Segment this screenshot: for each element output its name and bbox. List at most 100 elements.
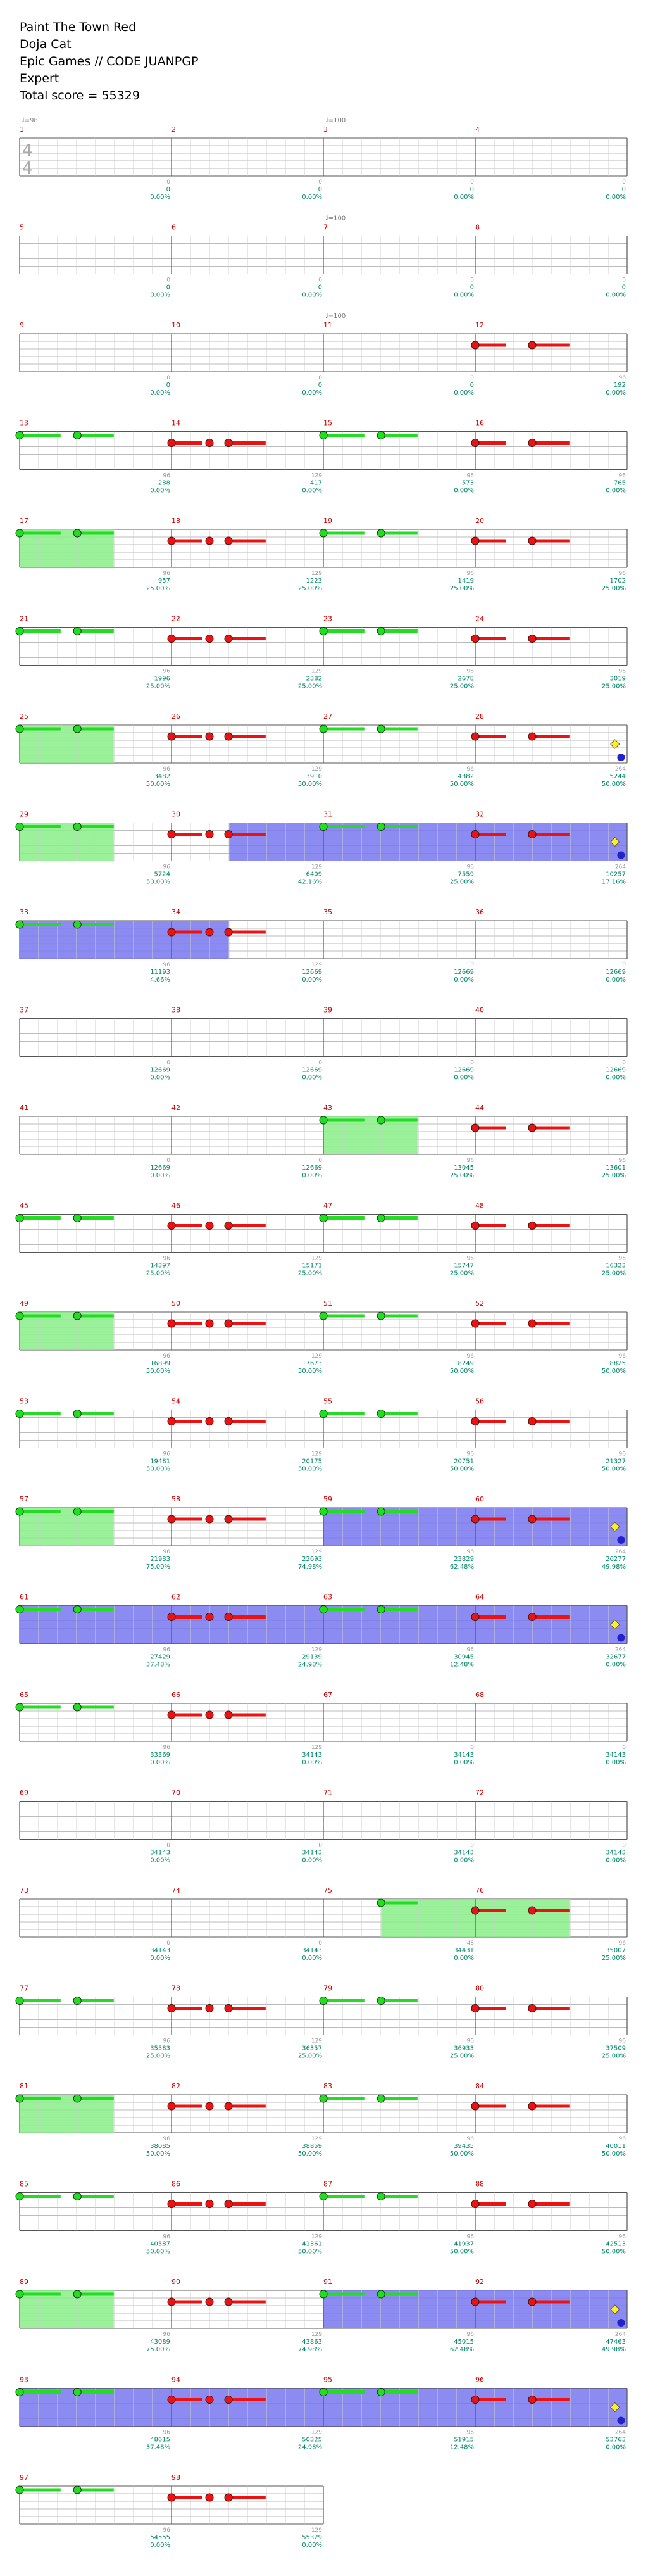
measure-note-count: 264 <box>615 2332 626 2338</box>
measure-note-count: 129 <box>311 2430 322 2436</box>
measure-score: 1223 <box>306 578 322 584</box>
note-red <box>205 1222 214 1230</box>
measure-score: 34143 <box>606 1752 626 1758</box>
measure-note-count: 0 <box>318 1060 322 1066</box>
measure-score: 51915 <box>454 2437 474 2444</box>
measure-score: 34143 <box>454 1850 474 1857</box>
measure-number: 84 <box>475 2082 484 2090</box>
note-green <box>15 1311 24 1320</box>
note-green <box>73 1703 82 1712</box>
measure-note-count: 96 <box>163 2527 171 2534</box>
note-green <box>15 823 24 831</box>
note-red <box>528 2200 537 2208</box>
measure-note-count: 96 <box>163 2136 171 2142</box>
note-green <box>377 431 385 439</box>
measure-score: 12669 <box>302 969 322 976</box>
measure-number: 39 <box>323 1006 332 1014</box>
note-yellow <box>610 1522 620 1532</box>
measure-number: 20 <box>475 517 484 525</box>
measure-percent: 25.00% <box>298 2053 322 2060</box>
measure-number: 92 <box>475 2278 484 2286</box>
solo-region <box>20 529 114 567</box>
staff-row <box>19 1898 628 1938</box>
total-score: Total score = 55329 <box>20 89 140 103</box>
measure-number: 10 <box>171 321 180 329</box>
solo-region <box>323 1116 418 1154</box>
note-green <box>377 1997 385 2005</box>
measure-note-count: 129 <box>311 2234 322 2240</box>
measure-note-count: 129 <box>311 864 322 871</box>
note-green <box>15 627 24 635</box>
measure-percent: 25.00% <box>602 585 626 592</box>
measure-note-count: 96 <box>467 571 475 577</box>
measure-percent: 0.00% <box>606 1857 626 1864</box>
note-red <box>528 2102 537 2111</box>
measure-score: 192 <box>614 382 626 389</box>
measure-note-count: 129 <box>311 2332 322 2338</box>
staff-row <box>15 1214 628 1253</box>
measure-percent: 0.00% <box>302 389 322 396</box>
measure-percent: 25.00% <box>298 585 322 592</box>
note-blue <box>617 2416 625 2425</box>
measure-note-count: 96 <box>619 1940 626 1947</box>
note-red <box>471 1319 480 1328</box>
measure-number: 41 <box>20 1104 28 1112</box>
measure-score: 10257 <box>606 871 626 878</box>
measure-number: 76 <box>475 1886 484 1895</box>
note-green <box>73 2388 82 2396</box>
measure-percent: 37.48% <box>146 2444 170 2451</box>
note-red <box>528 536 537 545</box>
measure-score: 2382 <box>306 676 322 683</box>
measure-number: 49 <box>20 1299 28 1308</box>
note-red <box>528 732 537 741</box>
measure-number: 35 <box>323 908 332 916</box>
measure-score: 12669 <box>454 1067 474 1074</box>
measure-score: 22693 <box>302 1556 322 1563</box>
measure-note-count: 0 <box>470 1060 474 1066</box>
measure-number: 24 <box>475 615 484 623</box>
measure-percent: 50.00% <box>602 2150 626 2157</box>
measure-percent: 50.00% <box>602 1368 626 1375</box>
measure-note-count: 96 <box>163 2430 171 2436</box>
note-green <box>15 2094 24 2103</box>
measure-number: 66 <box>171 1691 180 1699</box>
measure-number: 87 <box>323 2180 332 2188</box>
note-red <box>528 1123 537 1132</box>
measure-score: 36933 <box>454 2045 474 2052</box>
measure-score: 53763 <box>606 2437 626 2444</box>
note-red <box>471 1515 480 1524</box>
note-red <box>224 1710 233 1719</box>
staff-row <box>15 2290 628 2329</box>
measure-percent: 0.00% <box>606 389 626 396</box>
measure-note-count: 96 <box>163 1256 171 1262</box>
note-green <box>15 1410 24 1418</box>
measure-percent: 50.00% <box>450 1368 474 1375</box>
staff-row <box>15 1605 628 1644</box>
solo-region <box>20 725 114 763</box>
measure-note-count: 96 <box>163 1549 171 1555</box>
note-red <box>224 2396 233 2404</box>
measure-note-count: 0 <box>622 1060 626 1066</box>
staff-row <box>15 431 628 470</box>
measure-note-count: 0 <box>166 1158 170 1164</box>
note-green <box>73 1507 82 1516</box>
note-red <box>167 830 176 838</box>
note-red <box>224 830 233 838</box>
measure-number: 11 <box>323 321 332 329</box>
measure-score: 34143 <box>150 1947 170 1954</box>
measure-note-count: 129 <box>311 2038 322 2045</box>
note-green <box>73 823 82 831</box>
note-red <box>471 2004 480 2012</box>
measure-percent: 0.00% <box>606 194 626 201</box>
measure-note-count: 96 <box>619 1158 626 1164</box>
star-power-region <box>229 823 323 861</box>
measure-note-count: 96 <box>163 1353 171 1360</box>
measure-note-count: 0 <box>470 1843 474 1849</box>
note-red <box>167 1710 176 1719</box>
measure-note-count: 96 <box>467 766 475 773</box>
note-red <box>471 2396 480 2404</box>
measure-percent: 50.00% <box>146 879 170 886</box>
measure-percent: 0.00% <box>454 976 474 983</box>
measure-score: 50325 <box>302 2437 322 2444</box>
measure-percent: 74.98% <box>298 2346 322 2353</box>
